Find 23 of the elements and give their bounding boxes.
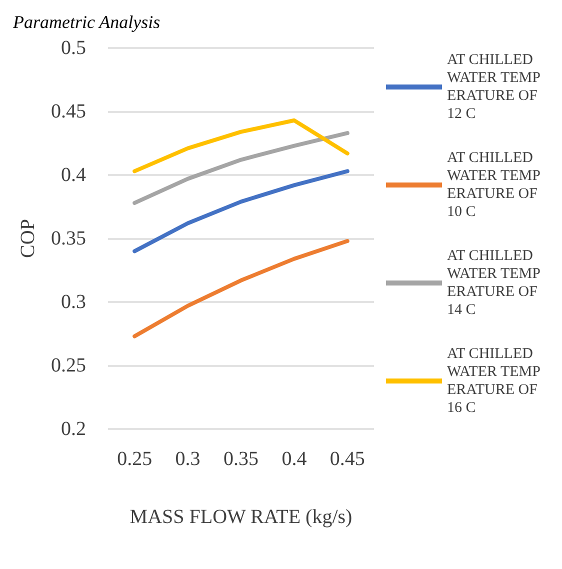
x-tick-label: 0.3 bbox=[175, 448, 200, 470]
legend-label: AT CHILLED WATER TEMPERATURE OF 14 C bbox=[447, 248, 542, 318]
y-tick-label: 0.5 bbox=[61, 37, 86, 59]
x-tick-label: 0.35 bbox=[224, 448, 258, 470]
y-tick-label: 0.25 bbox=[51, 354, 86, 376]
y-tick-label: 0.45 bbox=[51, 100, 86, 122]
x-axis-title: MASS FLOW RATE (kg/s) bbox=[130, 506, 352, 528]
line-series bbox=[132, 131, 350, 205]
y-tick-label: 0.2 bbox=[61, 418, 86, 440]
line-series bbox=[132, 118, 350, 174]
y-tick-label: 0.4 bbox=[61, 164, 86, 186]
line-series bbox=[132, 239, 350, 338]
line-series bbox=[132, 169, 350, 254]
x-tick-label: 0.4 bbox=[282, 448, 307, 470]
legend-label: AT CHILLED WATER TEMPERATURE OF 12 C bbox=[447, 52, 542, 122]
legend-label: AT CHILLED WATER TEMPERATURE OF 10 C bbox=[447, 150, 542, 220]
x-tick-label: 0.25 bbox=[117, 448, 152, 470]
y-axis-title: COP bbox=[17, 219, 39, 258]
chart-title: Parametric Analysis bbox=[12, 12, 160, 32]
legend-label: AT CHILLED WATER TEMPERATURE OF 16 C bbox=[447, 346, 542, 416]
y-tick-label: 0.3 bbox=[61, 291, 86, 313]
y-tick-label: 0.35 bbox=[51, 228, 86, 250]
x-tick-label: 0.45 bbox=[330, 448, 365, 470]
